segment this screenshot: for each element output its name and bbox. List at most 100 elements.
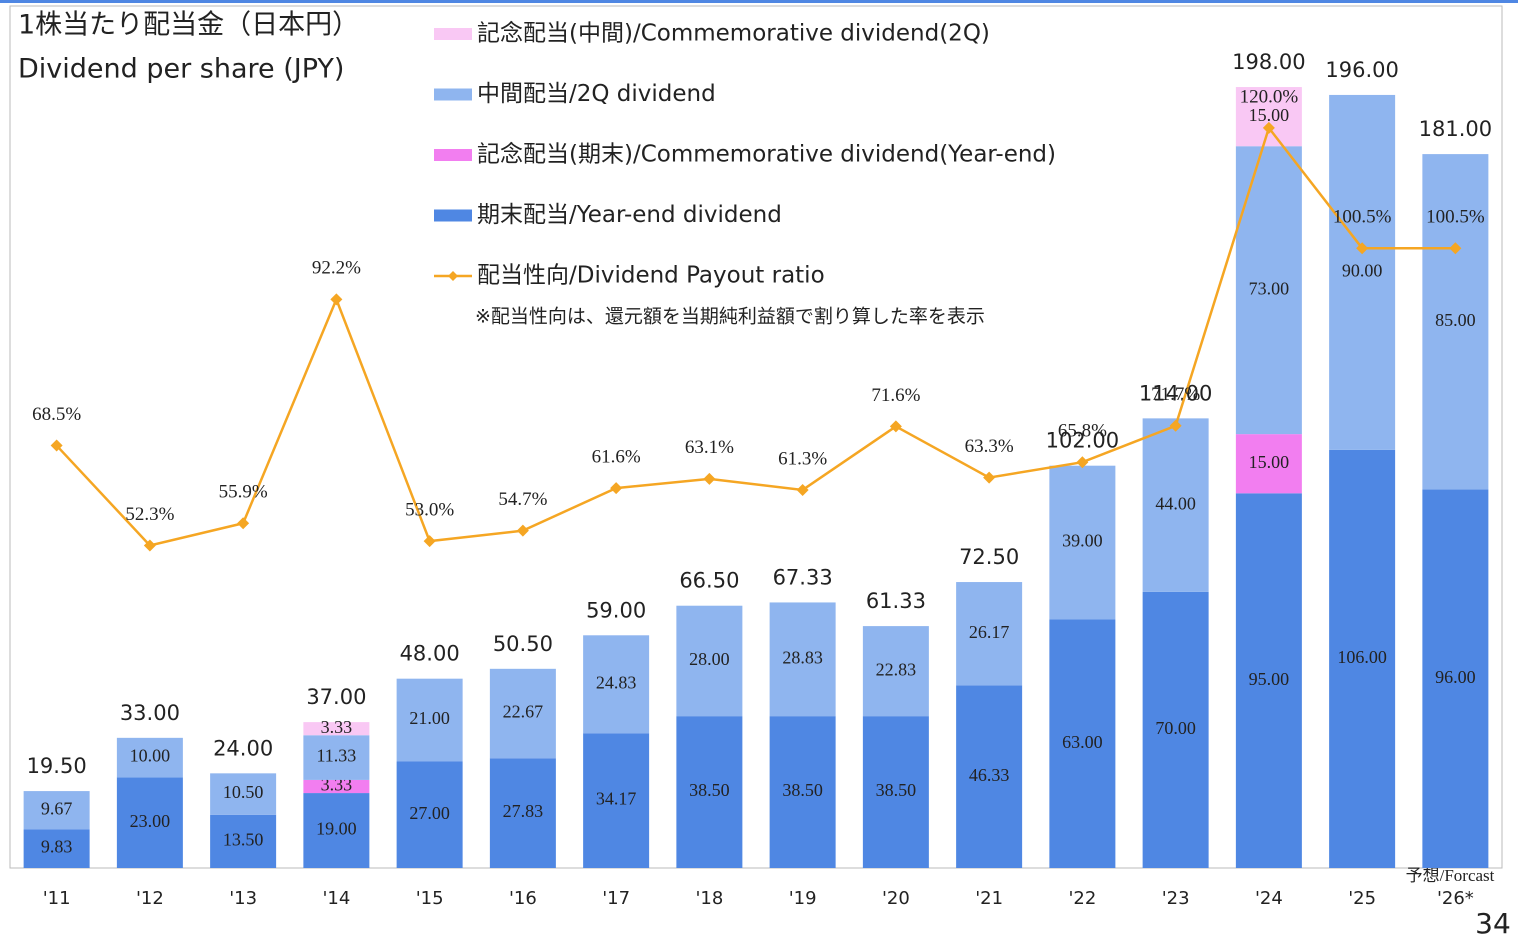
segment-label: 90.00 [1342,261,1383,281]
bar-segment [1235,87,1302,147]
x-tick-label: '25 [1348,888,1376,909]
segment-label: 23.00 [130,811,171,831]
segment-label: 96.00 [1435,667,1476,687]
payout-label: 53.0% [405,499,454,520]
total-label: 61.33 [866,589,926,613]
payout-line [55,125,1456,547]
payout-label: 100.5% [1426,207,1485,228]
segment-label: 28.00 [689,649,730,669]
top-rule [0,0,1518,3]
bar-segment [862,716,929,868]
legend-label: 記念配当(期末)/Commemorative dividend(Year-end… [477,142,1056,168]
segment-label: 13.50 [223,830,264,850]
chart-frame [9,5,1503,869]
bar-segment [676,605,743,717]
legend-swatch [434,149,472,161]
total-label: 198.00 [1232,50,1305,74]
payout-marker [796,483,809,496]
bar-segment [303,793,370,868]
segment-label: 63.00 [1062,732,1103,752]
payout-marker [330,293,343,306]
payout-marker [1449,242,1462,255]
bar-segment [1049,619,1116,868]
bar-segment [23,829,90,868]
segment-label: 27.83 [503,801,544,821]
bar-segment [1329,449,1396,868]
bar-segment [489,758,556,868]
segment-label: 95.00 [1249,669,1290,689]
payout-marker [1169,419,1182,432]
legend-label: 記念配当(中間)/Commemorative dividend(2Q) [477,21,990,47]
payout-label: 65.8% [1058,421,1107,442]
payout-label: 52.3% [125,504,174,525]
total-label: 50.50 [493,632,553,656]
x-tick-label: '21 [975,888,1003,909]
total-label: 33.00 [120,701,180,725]
total-label: 196.00 [1325,58,1398,82]
x-tick-label: '16 [509,888,537,909]
x-tick-label: '13 [229,888,257,909]
segment-label: 28.83 [782,647,823,667]
x-tick-label: '18 [695,888,723,909]
payout-marker [983,471,996,484]
segment-label: 24.83 [596,672,637,692]
payout-note: ※配当性向は、還元額を当期純利益額で割り算した率を表示 [475,306,985,328]
legend-swatch [434,209,472,222]
bar-segment [489,668,556,759]
bar-segment [769,602,836,717]
payout-marker [237,517,250,530]
chart-subtitle: Dividend per share (JPY) [18,54,344,85]
x-tick-label: '15 [416,888,444,909]
payout-label: 68.5% [32,404,81,425]
x-tick-label: '19 [789,888,817,909]
legend-label: 中間配当/2Q dividend [477,81,716,107]
page-number: 34 [1475,907,1511,937]
segment-label: 9.67 [41,798,73,818]
payout-marker [703,472,716,485]
legend-swatch [434,88,472,101]
payout-label: 71.6% [871,385,920,406]
bar-segment [1329,94,1396,450]
total-label: 181.00 [1419,117,1492,141]
bar-segment [1235,434,1302,494]
bar-segment [1049,465,1116,620]
segment-label: 27.00 [409,803,450,823]
payout-label: 120.0% [1240,86,1299,107]
x-tick-label: '20 [882,888,910,909]
segment-label: 39.00 [1062,531,1103,551]
payout-label: 61.3% [778,448,827,469]
bar-segment [956,685,1023,868]
total-label: 37.00 [306,685,366,709]
x-tick-label: '14 [322,888,350,909]
x-tick-label: '22 [1068,888,1096,909]
bar-segment [23,791,90,830]
payout-marker [1262,121,1275,134]
segment-label: 38.50 [876,780,917,800]
payout-label: 71.7% [1151,384,1200,405]
segment-label: 73.00 [1249,278,1290,298]
payout-label: 92.2% [312,258,361,279]
total-label: 19.50 [27,754,87,778]
payout-marker [610,482,623,495]
payout-marker [50,439,63,452]
bar-segment [303,722,370,736]
chart-title: 1株当たり配当金（日本円） [18,10,359,41]
segment-label: 10.50 [223,782,264,802]
segment-label: 46.33 [969,765,1010,785]
bar-segment [676,716,743,868]
segment-label: 19.00 [316,819,357,839]
segment-label: 34.17 [596,789,637,809]
total-label: 102.00 [1046,429,1119,453]
segment-label: 38.50 [782,780,823,800]
legend-label: 期末配当/Year-end dividend [477,202,782,228]
segment-label: 15.00 [1249,105,1290,125]
total-label: 72.50 [959,545,1019,569]
bar-segment [1142,418,1209,592]
segment-label: 21.00 [409,708,450,728]
legend-swatch [434,28,472,40]
bar-segment [583,635,650,734]
x-tick-label: '24 [1255,888,1283,909]
payout-label: 54.7% [498,489,547,510]
bar-segment [396,761,463,868]
